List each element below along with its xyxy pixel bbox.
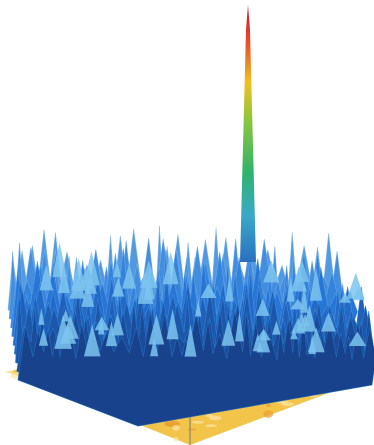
floor-spot	[263, 410, 274, 418]
surface-peak	[296, 310, 307, 332]
surface-peak	[122, 263, 137, 289]
surface-peak	[339, 292, 351, 303]
surface-peak	[200, 283, 217, 298]
surface-peak	[94, 316, 110, 331]
surface-peak	[39, 264, 53, 291]
surface-peak	[84, 275, 97, 294]
floor-spot	[191, 420, 205, 424]
floor-spot	[265, 403, 272, 408]
surface-peak	[348, 331, 367, 347]
surface-peak	[184, 324, 197, 357]
surface-peak	[52, 242, 67, 278]
surface	[7, 225, 374, 427]
surface-peak	[61, 309, 70, 322]
surface-peak	[290, 328, 298, 340]
surface-peak	[83, 251, 100, 286]
surface-peak	[255, 298, 270, 316]
surface-peak	[346, 272, 365, 299]
surface-peak	[307, 327, 325, 353]
floor-spot	[205, 424, 218, 428]
surface-peak	[295, 259, 309, 282]
surface-peak	[58, 266, 70, 293]
floor-spot	[187, 428, 197, 431]
floor-spot	[173, 436, 179, 442]
surface-peak	[59, 324, 77, 344]
surface-peak	[137, 270, 154, 304]
surface-peak	[194, 299, 202, 317]
surface-peak	[235, 311, 244, 342]
surface-peak	[111, 312, 124, 336]
surface-peak	[38, 307, 45, 325]
surface-peak	[225, 275, 234, 302]
peak-spike	[240, 5, 256, 262]
surface-peak	[83, 324, 101, 357]
floor-spot	[209, 415, 222, 421]
surface-peak	[321, 312, 336, 332]
floor-spot	[5, 370, 15, 374]
surface-peak	[162, 251, 179, 285]
surface-peak	[166, 308, 179, 340]
surface-peak	[272, 320, 281, 335]
surface-peak	[38, 328, 49, 346]
surface-peak	[286, 276, 295, 302]
surface-peak	[263, 260, 280, 283]
surface-peak	[71, 258, 87, 291]
surface-peak	[105, 321, 118, 347]
surface-peak	[69, 276, 86, 299]
surface-ridge	[17, 310, 374, 427]
surface-peak	[221, 319, 236, 346]
surface-peak	[150, 337, 159, 357]
surface-peak	[148, 314, 165, 345]
surface-peak	[290, 299, 306, 310]
surface-peak	[112, 278, 125, 297]
surface-peak	[256, 330, 271, 353]
surface-peak	[112, 259, 122, 278]
floor-spot	[172, 424, 180, 431]
floor-spot	[205, 414, 214, 417]
surface-peak	[309, 268, 323, 301]
